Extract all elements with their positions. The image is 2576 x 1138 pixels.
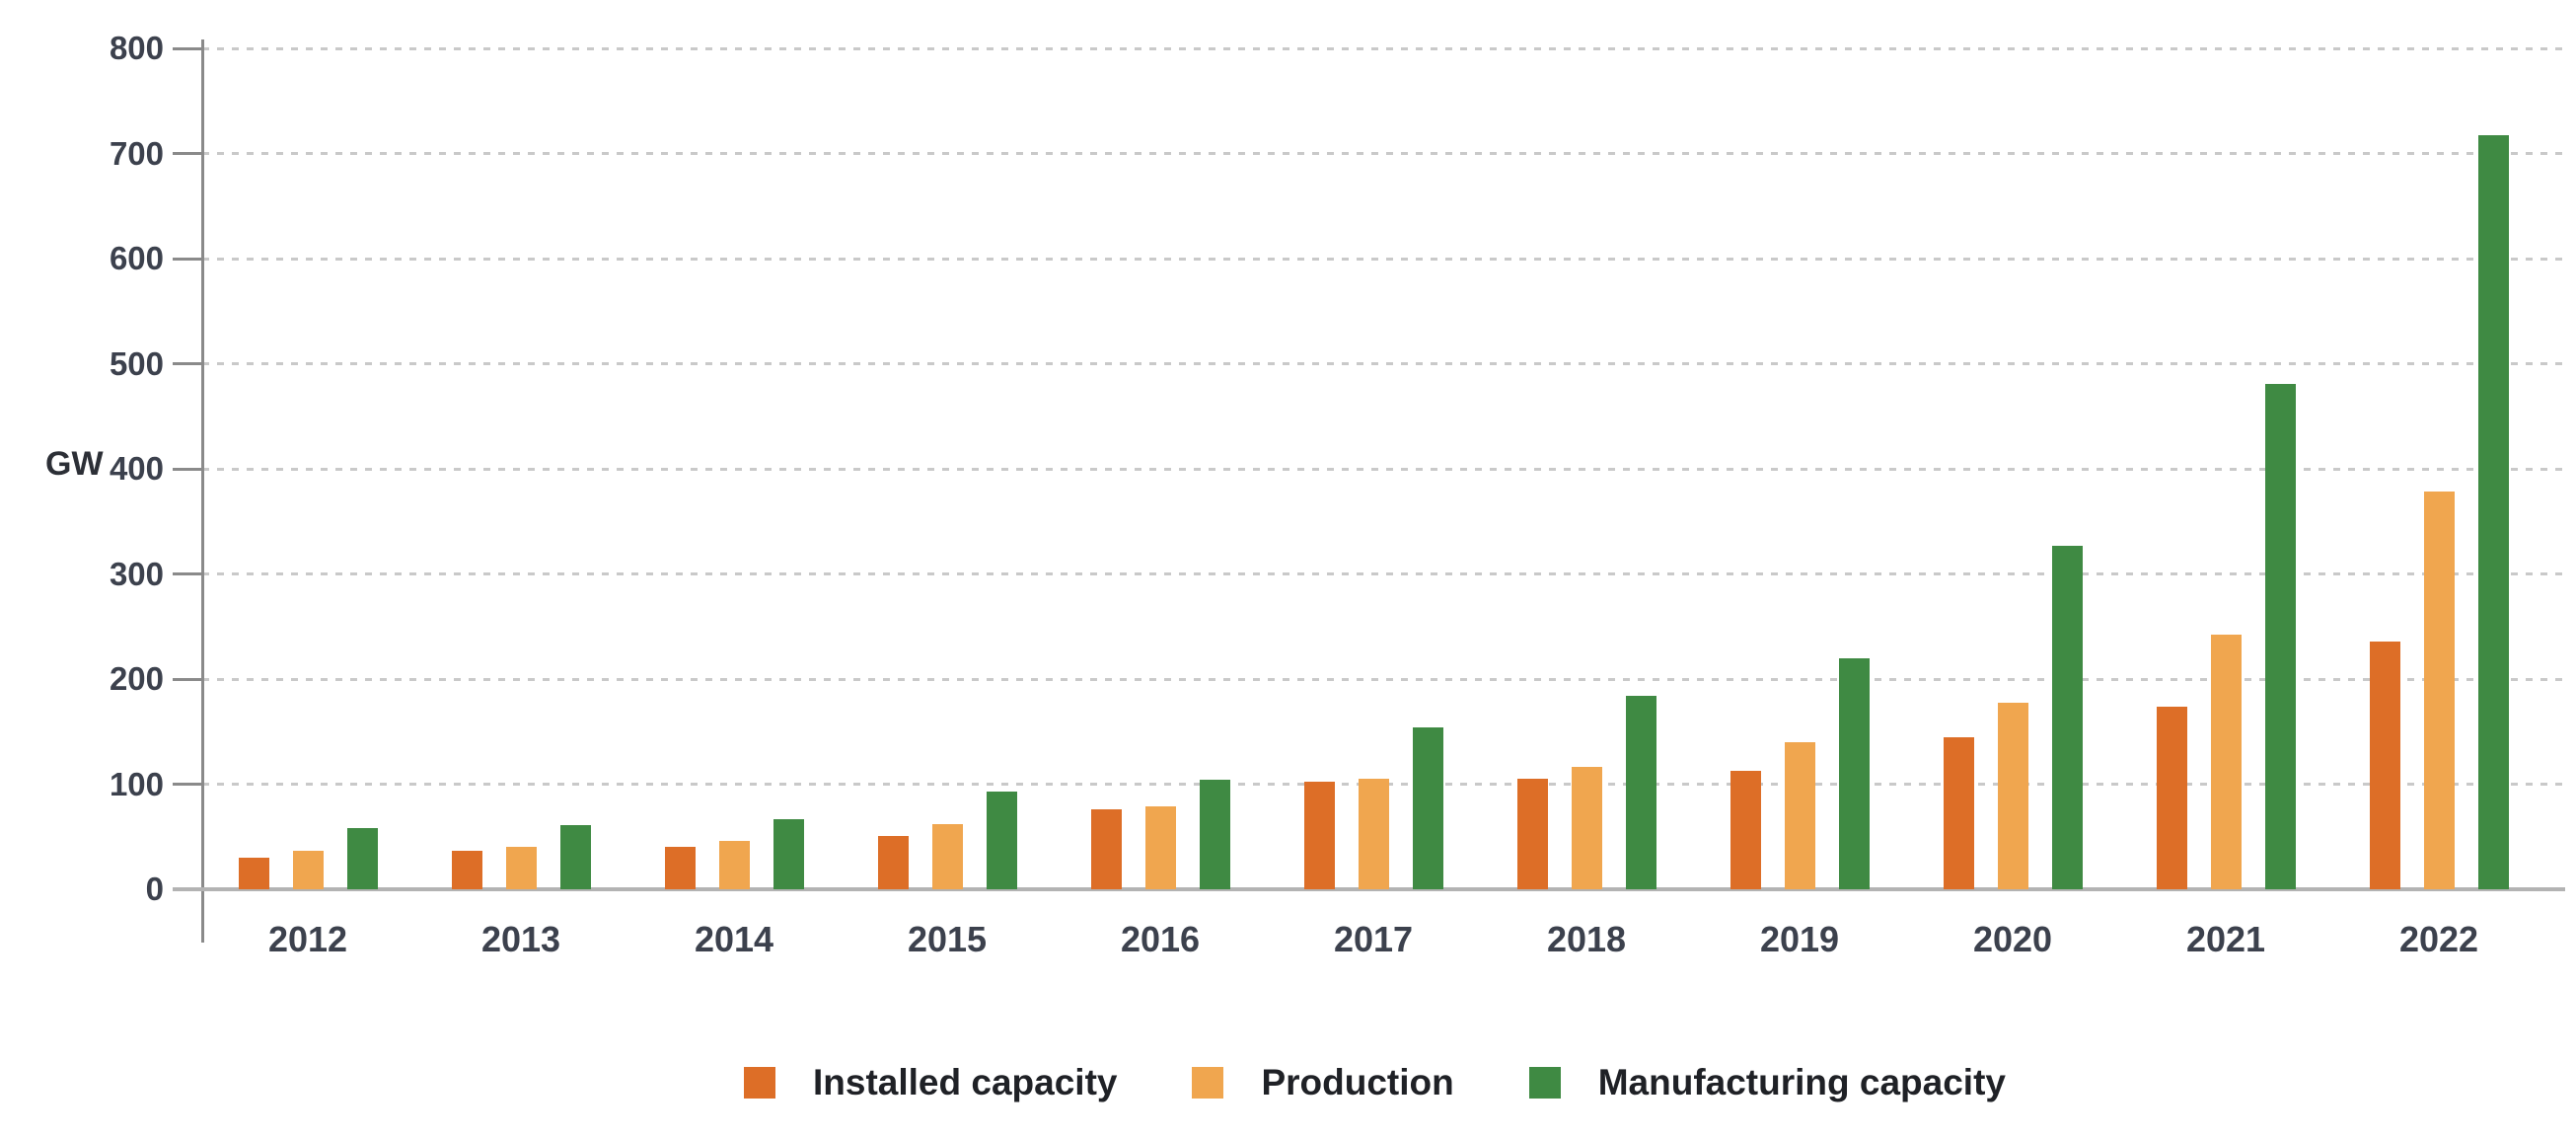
bar-2015-installed-capacity (878, 835, 909, 889)
bar-2014-production (719, 841, 750, 889)
x-axis-label-2018: 2018 (1546, 919, 1627, 959)
y-tick-label-800: 800 (109, 30, 164, 66)
bar-2022-production (2424, 492, 2455, 889)
bar-2017-manufacturing-capacity (1413, 726, 1443, 889)
legend-label-installed-capacity: Installed capacity (813, 1062, 1118, 1102)
gridline-200 (202, 677, 2565, 681)
bar-2020-production (1998, 703, 2028, 889)
gridline-500 (202, 362, 2565, 365)
bar-2021-manufacturing-capacity (2265, 383, 2296, 889)
bar-2016-installed-capacity (1091, 809, 1122, 889)
bar-2019-manufacturing-capacity (1839, 657, 1870, 889)
y-tick-300 (173, 572, 202, 575)
bar-2013-production (506, 847, 537, 889)
legend-swatch-manufacturing-capacity (1528, 1067, 1561, 1099)
y-axis-unit-label: GW (45, 445, 104, 483)
bar-2016-production (1145, 805, 1176, 889)
bar-2013-installed-capacity (452, 850, 482, 889)
gridline-700 (202, 152, 2565, 155)
y-tick-700 (173, 152, 202, 155)
y-tick-label-400: 400 (109, 450, 164, 487)
y-tick-label-100: 100 (109, 765, 164, 802)
y-tick-200 (173, 677, 202, 681)
y-tick-label-300: 300 (109, 555, 164, 592)
bar-2017-production (1359, 779, 1389, 889)
y-tick-100 (173, 783, 202, 786)
bar-2019-production (1785, 741, 1815, 889)
bar-2018-production (1572, 767, 1602, 889)
bar-2022-installed-capacity (2370, 641, 2400, 889)
y-tick-label-200: 200 (109, 660, 164, 697)
y-tick-600 (173, 257, 202, 261)
x-axis-label-2013: 2013 (480, 919, 561, 959)
y-tick-label-500: 500 (109, 344, 164, 382)
legend-item-production: Production (1192, 1061, 1454, 1104)
x-axis-baseline (173, 887, 2565, 891)
bar-2016-manufacturing-capacity (1200, 780, 1230, 889)
legend-item-installed-capacity: Installed capacity (744, 1061, 1117, 1104)
bar-2021-production (2211, 635, 2242, 889)
bar-2012-manufacturing-capacity (347, 828, 378, 889)
bar-2013-manufacturing-capacity (560, 825, 591, 889)
y-tick-label-0: 0 (145, 871, 164, 907)
x-axis-label-2015: 2015 (907, 919, 988, 959)
x-axis-label-2021: 2021 (2185, 919, 2266, 959)
bar-2014-installed-capacity (665, 847, 696, 889)
bar-2015-manufacturing-capacity (987, 791, 1017, 889)
bar-2020-installed-capacity (1944, 736, 1974, 889)
bar-2018-manufacturing-capacity (1626, 696, 1656, 889)
legend-label-production: Production (1261, 1062, 1454, 1102)
bar-2018-installed-capacity (1517, 779, 1548, 889)
legend-swatch-production (1192, 1067, 1224, 1099)
x-axis-label-2022: 2022 (2398, 919, 2479, 959)
x-axis-label-2019: 2019 (1759, 919, 1840, 959)
legend-swatch-installed-capacity (744, 1067, 775, 1099)
gridline-600 (202, 257, 2565, 261)
bar-2015-production (932, 823, 963, 889)
x-axis-label-2014: 2014 (694, 919, 774, 959)
bar-2012-installed-capacity (239, 858, 269, 889)
y-tick-500 (173, 362, 202, 365)
bar-2022-manufacturing-capacity (2478, 135, 2509, 889)
legend-label-manufacturing-capacity: Manufacturing capacity (1597, 1062, 2006, 1102)
bar-2012-production (293, 850, 324, 889)
gridline-300 (202, 572, 2565, 575)
x-axis-label-2017: 2017 (1333, 919, 1414, 959)
bar-2020-manufacturing-capacity (2052, 545, 2083, 889)
bar-2014-manufacturing-capacity (773, 818, 804, 889)
x-axis-label-2020: 2020 (1972, 919, 2053, 959)
bar-2019-installed-capacity (1730, 770, 1761, 889)
y-tick-400 (173, 467, 202, 471)
y-tick-800 (173, 46, 202, 50)
gridline-400 (202, 467, 2565, 471)
x-axis-label-2016: 2016 (1120, 919, 1201, 959)
y-axis-line (201, 39, 204, 943)
gridline-800 (202, 46, 2565, 50)
y-tick-label-600: 600 (109, 240, 164, 276)
chart-legend: Installed capacity Production Manufacturin… (87, 1061, 2576, 1104)
y-tick-label-700: 700 (109, 134, 164, 172)
bar-2021-installed-capacity (2157, 706, 2187, 889)
legend-item-manufacturing-capacity: Manufacturing capacity (1528, 1061, 2006, 1104)
x-axis-label-2012: 2012 (267, 919, 348, 959)
bar-2017-installed-capacity (1304, 782, 1335, 889)
